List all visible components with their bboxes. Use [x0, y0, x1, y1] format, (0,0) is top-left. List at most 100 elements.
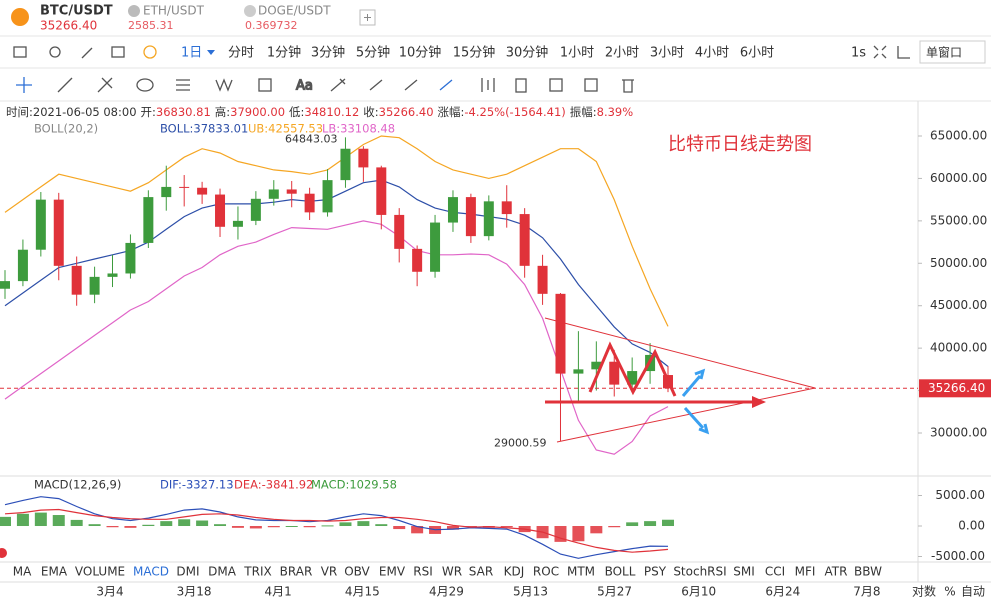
scale-option[interactable]: 对数	[912, 584, 936, 599]
window-mode[interactable]: 单窗口	[926, 46, 962, 60]
indicator-tab[interactable]: ROC	[533, 565, 559, 579]
interval-option[interactable]: 1分钟	[267, 45, 301, 61]
x-tick-label: 4月1	[265, 585, 292, 599]
candle-body	[286, 189, 297, 194]
macd-bar	[106, 526, 119, 528]
interval-option[interactable]: 30分钟	[506, 45, 549, 61]
indicator-tab[interactable]: DMI	[176, 565, 199, 579]
info-label: 开:	[141, 105, 156, 119]
indicator-tab[interactable]: BBW	[854, 565, 882, 579]
macd-bar	[446, 526, 459, 530]
tab-symbol[interactable]: DOGE/USDT	[258, 4, 331, 18]
down-arrow	[683, 406, 710, 435]
price-tag	[919, 379, 991, 398]
macd-bar	[339, 522, 352, 527]
indicator-tab[interactable]: DMA	[208, 565, 237, 579]
candle-body	[358, 148, 369, 168]
macd-bar	[16, 513, 29, 527]
interval-option[interactable]: 1小时	[560, 46, 594, 61]
macd-label: MACD(12,26,9)	[34, 478, 121, 492]
scale-option[interactable]: 自动	[961, 585, 985, 599]
interval-option[interactable]: 3小时	[650, 46, 684, 61]
indicator-tab[interactable]: VR	[321, 565, 338, 579]
indicator-tab[interactable]: BRAR	[280, 565, 313, 579]
interval-option[interactable]: 10分钟	[399, 45, 442, 61]
tab-symbol[interactable]: ETH/USDT	[143, 4, 205, 18]
indicator-tab[interactable]: MFI	[795, 565, 816, 579]
indicator-tab[interactable]: PSY	[644, 565, 667, 579]
candle-body	[89, 276, 100, 295]
arrow-head	[752, 396, 766, 408]
interval-select[interactable]: 1日	[181, 46, 202, 61]
candle-body	[232, 220, 243, 227]
candle-body	[17, 249, 28, 282]
info-value: 2021-06-05 08:00	[33, 105, 137, 119]
indicator-tab[interactable]: MTM	[567, 565, 595, 579]
pattern-drawing	[544, 317, 816, 443]
indicator-tab[interactable]: EMV	[379, 565, 406, 579]
add-tab[interactable]	[359, 9, 376, 26]
x-tick-label: 3月4	[96, 585, 123, 599]
macd-bar	[249, 526, 262, 529]
interval-option[interactable]: 4小时	[695, 46, 729, 61]
indicator-tab[interactable]: VOLUME	[75, 565, 125, 579]
candle-body	[519, 214, 530, 266]
scale-option[interactable]: %	[944, 585, 955, 599]
tab-price: 0.369732	[245, 19, 298, 32]
dif-line	[4, 496, 669, 559]
indicator-tab[interactable]: OBV	[344, 565, 370, 579]
ohlc-info: 时间:2021-06-05 08:00 开:36830.81 高:37900.00 低…	[6, 105, 633, 119]
info-label: 时间:	[6, 105, 33, 119]
indicator-tab[interactable]: StochRSI	[673, 565, 726, 579]
macd-bar	[267, 526, 280, 528]
triangle	[544, 317, 816, 443]
interval-option[interactable]: 2小时	[605, 46, 639, 61]
tab-symbol[interactable]: BTC/USDT	[40, 4, 113, 19]
candle-body	[376, 167, 387, 215]
interval-option[interactable]: 3分钟	[311, 45, 345, 61]
macd-bar	[0, 516, 11, 527]
candle-body	[35, 199, 46, 250]
macd-bar	[52, 515, 65, 527]
indicator-tab[interactable]: SMI	[733, 565, 755, 579]
indicator-tab[interactable]: KDJ	[504, 565, 525, 579]
interval-option[interactable]: 15分钟	[453, 45, 496, 61]
info-value: 34810.12	[304, 105, 359, 119]
dea-label: DEA:-3841.92	[234, 478, 313, 492]
info-label: 振幅:	[570, 105, 597, 119]
text-tool[interactable]: Aa	[295, 78, 313, 94]
indicator-tab[interactable]: MACD	[133, 565, 169, 579]
candle-body	[412, 248, 423, 272]
indicator-tab[interactable]: CCI	[765, 565, 785, 579]
candle-body	[591, 361, 602, 370]
toolbar-icons	[13, 45, 910, 59]
indicator-tab[interactable]: SAR	[469, 565, 493, 579]
boll-mid	[4, 179, 669, 367]
window-button[interactable]	[919, 40, 986, 64]
interval-option[interactable]: 5分钟	[356, 45, 390, 61]
interval-option[interactable]: 分时	[228, 46, 254, 61]
candle-body	[215, 194, 226, 227]
x-tick-label: 6月10	[681, 585, 716, 599]
macd-bar	[572, 526, 585, 542]
candle-body	[537, 265, 548, 294]
x-tick-label: 5月13	[513, 585, 548, 599]
dropdown-icon	[207, 50, 215, 55]
candle-body	[268, 189, 279, 199]
price-tag-label: 35266.40	[928, 381, 985, 395]
indicator-tab[interactable]: MA	[13, 565, 32, 579]
marker-dot	[0, 548, 7, 558]
candle-body	[161, 186, 172, 198]
indicator-tab[interactable]: WR	[442, 565, 462, 579]
interval-option[interactable]: 6小时	[740, 46, 774, 61]
indicator-tab[interactable]: ATR	[825, 565, 848, 579]
macd-bar	[303, 526, 316, 528]
indicator-tab[interactable]: BOLL	[605, 565, 636, 579]
macd-bar	[411, 526, 424, 534]
indicator-tab[interactable]: TRIX	[243, 565, 271, 579]
macd-bar	[644, 521, 657, 527]
indicator-tab[interactable]: EMA	[41, 565, 68, 579]
refresh-rate[interactable]: 1s	[851, 46, 866, 61]
indicator-tab[interactable]: RSI	[413, 565, 433, 579]
candle-body	[340, 148, 351, 181]
